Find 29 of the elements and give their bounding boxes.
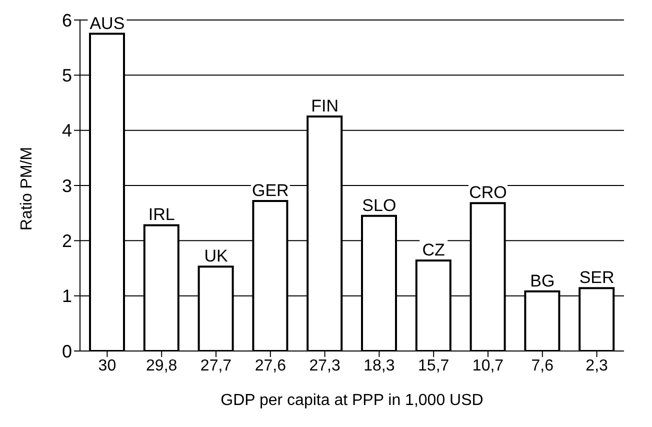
x-tick-label: 27,3 <box>309 357 340 374</box>
y-axis-title: Ratio PM/M <box>18 146 36 230</box>
x-tick-label: 27,6 <box>254 357 286 374</box>
y-tick-label: 1 <box>62 286 72 306</box>
annotation: BG <box>530 271 555 290</box>
annotation: CZ <box>422 240 445 260</box>
annotation: UK <box>204 246 228 266</box>
x-axis-title: GDP per capita at PPP in 1,000 USD <box>220 392 484 409</box>
y-tick-label: 6 <box>62 10 72 30</box>
annotation: AUS <box>90 14 125 33</box>
annotation: IRL <box>148 205 175 224</box>
x-tick-label: 30 <box>98 357 116 374</box>
y-tick-label: 5 <box>62 66 72 86</box>
x-tick-label: 15,7 <box>418 357 450 374</box>
x-tick-label: 2,3 <box>586 357 608 374</box>
annotation: FIN <box>311 96 338 116</box>
x-tick-label: 18,3 <box>364 357 395 374</box>
annotation: SLO <box>362 196 396 215</box>
annotation: SER <box>579 268 614 288</box>
y-tick-label: 3 <box>62 176 72 196</box>
x-tick-label: 7,6 <box>531 357 554 374</box>
x-tick-label: 27,7 <box>200 357 232 374</box>
annotation: GER <box>252 180 289 200</box>
y-tick-label: 0 <box>62 341 72 362</box>
x-tick-label: 29,8 <box>146 357 178 374</box>
annotation: CRO <box>469 183 507 202</box>
x-tick-label: 10,7 <box>472 357 504 374</box>
y-tick-label: 2 <box>62 231 72 252</box>
y-tick-label: 4 <box>62 120 72 141</box>
